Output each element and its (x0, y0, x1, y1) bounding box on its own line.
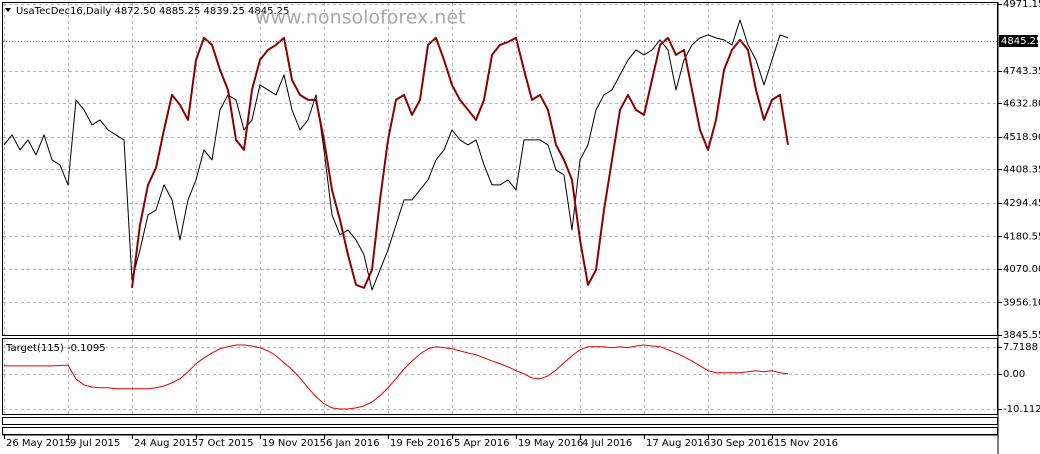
x-tick-label: 6 Jan 2016 (326, 438, 380, 449)
indicator-title: Target(115) -0.1095 (5, 343, 106, 354)
watermark: www.nonsoloforex.net (255, 7, 466, 29)
y-tick-label: 4070.00 (1003, 264, 1040, 275)
series-line (4, 344, 789, 410)
x-tick-label: 17 Aug 2016 (646, 438, 710, 449)
y-tick-label: 4408.35 (1003, 164, 1040, 175)
y-tick-label: 4180.55 (1003, 231, 1040, 242)
y-tick-label: -10.1128 (1003, 404, 1040, 415)
x-tick-label: 9 Jul 2015 (70, 438, 120, 449)
x-tick-label: 4 Jul 2016 (582, 438, 632, 449)
x-tick-label: 26 May 2015 (6, 438, 71, 449)
empty-panel (2, 417, 998, 425)
x-tick-label: 19 Nov 2015 (262, 438, 326, 449)
y-tick-label: 4294.45 (1003, 198, 1040, 209)
x-tick-label: 15 Nov 2016 (774, 438, 838, 449)
x-tick-label: 5 Apr 2016 (454, 438, 509, 449)
menu-triangle[interactable] (5, 8, 11, 12)
price-box (999, 35, 1038, 48)
series-line (131, 36, 789, 289)
x-tick-label: 19 Feb 2016 (390, 438, 452, 449)
indicator-panel (2, 338, 998, 415)
y-tick-label: 3845.55 (1003, 330, 1040, 341)
empty-panel (2, 427, 998, 435)
x-tick-label: 19 May 2016 (518, 438, 583, 449)
price-label: 4845.25 (1001, 36, 1040, 47)
y-tick-label: 0.00 (1003, 369, 1025, 380)
y-tick-label: 4632.80 (1003, 98, 1040, 109)
x-tick-label: 7 Oct 2015 (198, 438, 253, 449)
y-tick-label: 4743.35 (1003, 66, 1040, 77)
series-line (3, 19, 789, 291)
x-tick-label: 30 Sep 2016 (710, 438, 773, 449)
y-tick-label: 3956.10 (1003, 297, 1040, 308)
main-panel (2, 2, 998, 336)
chart-title: UsaTecDec16,Daily 4872.50 4885.25 4839.2… (16, 6, 289, 17)
y-tick-label: 4518.90 (1003, 132, 1040, 143)
y-tick-label: 7.7188 (1003, 342, 1038, 353)
y-tick-label: 4971.15 (1003, 0, 1040, 10)
x-tick-label: 24 Aug 2015 (134, 438, 198, 449)
